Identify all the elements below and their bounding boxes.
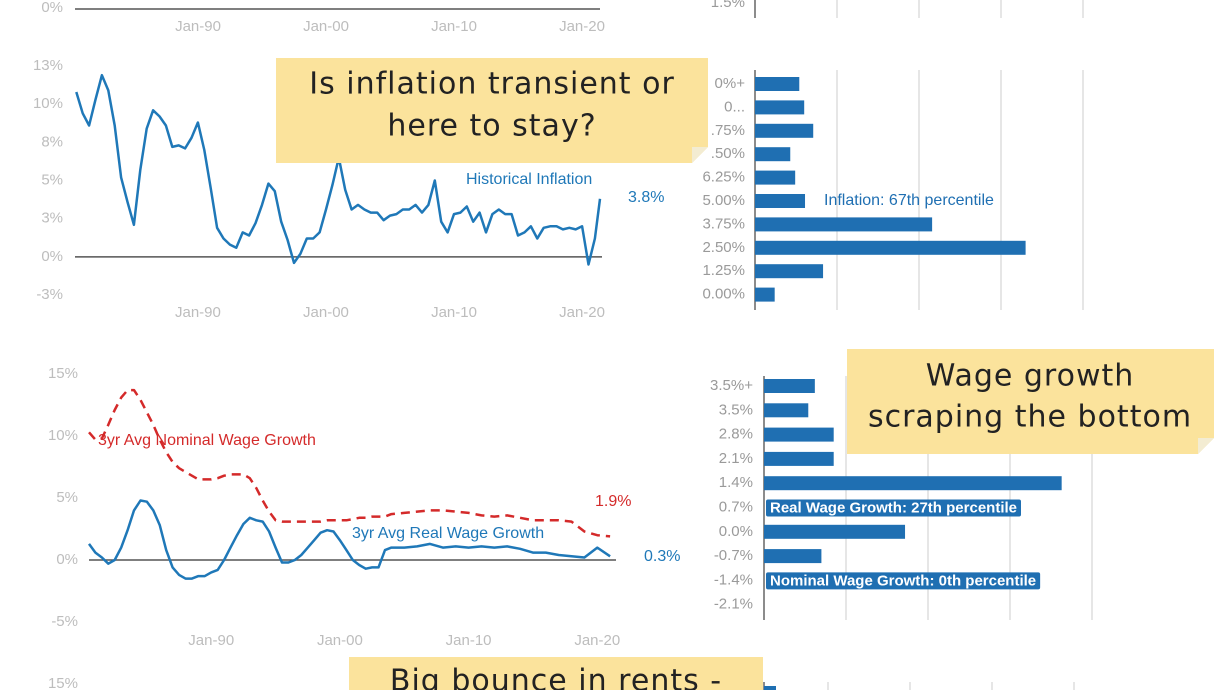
series-label: 3yr Avg Nominal Wage Growth xyxy=(98,432,316,449)
bar xyxy=(755,240,1026,255)
bar-fragment xyxy=(764,686,776,690)
y-tick-label: 10% xyxy=(33,95,63,112)
series-line xyxy=(87,499,611,580)
category-label: -1.4% xyxy=(714,571,753,588)
bar xyxy=(764,379,815,393)
category-label: 0.0% xyxy=(719,523,753,540)
category-label: 3.5% xyxy=(719,401,753,418)
category-label: 1.4% xyxy=(719,474,753,491)
series-label: 3yr Avg Real Wage Growth xyxy=(352,525,544,542)
category-label: 0... xyxy=(724,98,745,115)
sticky-note xyxy=(349,657,763,690)
category-label: 1.5% xyxy=(711,0,745,11)
note-fold xyxy=(1198,438,1214,454)
bar xyxy=(755,147,791,162)
x-tick-label: Jan-00 xyxy=(303,304,349,321)
y-tick-label: 0% xyxy=(56,551,78,568)
bar xyxy=(755,123,814,138)
bar xyxy=(755,287,775,302)
annotation: Inflation: 67th percentile xyxy=(824,192,994,209)
x-tick-label: Jan-90 xyxy=(188,632,234,649)
end-value-label: 0.3% xyxy=(644,548,680,565)
x-tick-label: Jan-10 xyxy=(431,304,477,321)
y-tick-label: 10% xyxy=(48,427,78,444)
category-label: 0%+ xyxy=(715,75,746,92)
note-text: Wage growth xyxy=(926,359,1135,394)
y-tick-label: 0% xyxy=(41,248,63,265)
category-label: .75% xyxy=(711,122,745,139)
bar xyxy=(764,476,1062,491)
category-label: .50% xyxy=(711,145,745,162)
annotation: Nominal Wage Growth: 0th percentile xyxy=(770,572,1036,589)
bar xyxy=(755,100,805,115)
bar xyxy=(764,403,809,418)
bar xyxy=(755,217,933,232)
bar xyxy=(764,549,822,564)
bar xyxy=(755,264,824,279)
category-label: 2.50% xyxy=(702,239,745,256)
x-tick-label: Jan-90 xyxy=(175,18,221,35)
bar xyxy=(764,451,834,466)
x-tick-label: Jan-00 xyxy=(303,18,349,35)
x-tick-label: Jan-20 xyxy=(559,304,605,321)
category-label: 3.5%+ xyxy=(710,377,753,394)
x-tick-label: Jan-10 xyxy=(446,632,492,649)
category-label: 2.1% xyxy=(719,450,753,467)
annotation: Real Wage Growth: 27th percentile xyxy=(770,499,1017,516)
category-label: 3.75% xyxy=(702,215,745,232)
note-text: Big bounce in rents - xyxy=(390,664,722,690)
x-tick-label: Jan-90 xyxy=(175,304,221,321)
category-label: 1.25% xyxy=(702,262,745,279)
category-label: -2.1% xyxy=(714,596,753,613)
note-text: scraping the bottom xyxy=(868,400,1192,435)
end-value-label: 1.9% xyxy=(595,493,631,510)
x-tick-label: Jan-20 xyxy=(574,632,620,649)
x-tick-label: Jan-00 xyxy=(317,632,363,649)
end-value-label: 3.8% xyxy=(628,189,664,206)
bar xyxy=(755,77,800,91)
annotation-box xyxy=(766,499,1021,517)
annotation-box xyxy=(766,572,1041,590)
y-tick-label: 8% xyxy=(41,133,63,150)
y-tick-label: 3% xyxy=(41,210,63,227)
category-label: 6.25% xyxy=(702,169,745,186)
x-tick-label: Jan-10 xyxy=(431,18,477,35)
y-tick-label: 5% xyxy=(41,171,63,188)
category-label: 0.00% xyxy=(702,286,745,303)
y-tick-label: 13% xyxy=(33,57,63,74)
bar xyxy=(755,194,806,208)
category-label: 5.00% xyxy=(702,192,745,209)
category-label: 2.8% xyxy=(719,426,753,443)
sticky-note xyxy=(276,58,708,163)
category-label: -0.7% xyxy=(714,547,753,564)
note-text: here to stay? xyxy=(387,109,596,144)
bar xyxy=(764,524,906,539)
x-tick-label: Jan-20 xyxy=(559,18,605,35)
series-label: Historical Inflation xyxy=(466,171,592,188)
y-tick-label: 0% xyxy=(41,0,63,16)
series-line xyxy=(88,388,611,538)
bar xyxy=(755,170,796,185)
y-tick-label: 5% xyxy=(56,489,78,506)
note-fold xyxy=(692,147,708,163)
category-label: 0.7% xyxy=(719,498,753,515)
y-tick-label: 15% xyxy=(48,675,78,690)
y-tick-label: -3% xyxy=(36,286,63,303)
y-tick-label: -5% xyxy=(51,613,78,630)
sticky-note xyxy=(847,349,1214,454)
bar xyxy=(764,427,834,442)
y-tick-label: 15% xyxy=(48,365,78,382)
note-text: Is inflation transient or xyxy=(309,67,675,102)
